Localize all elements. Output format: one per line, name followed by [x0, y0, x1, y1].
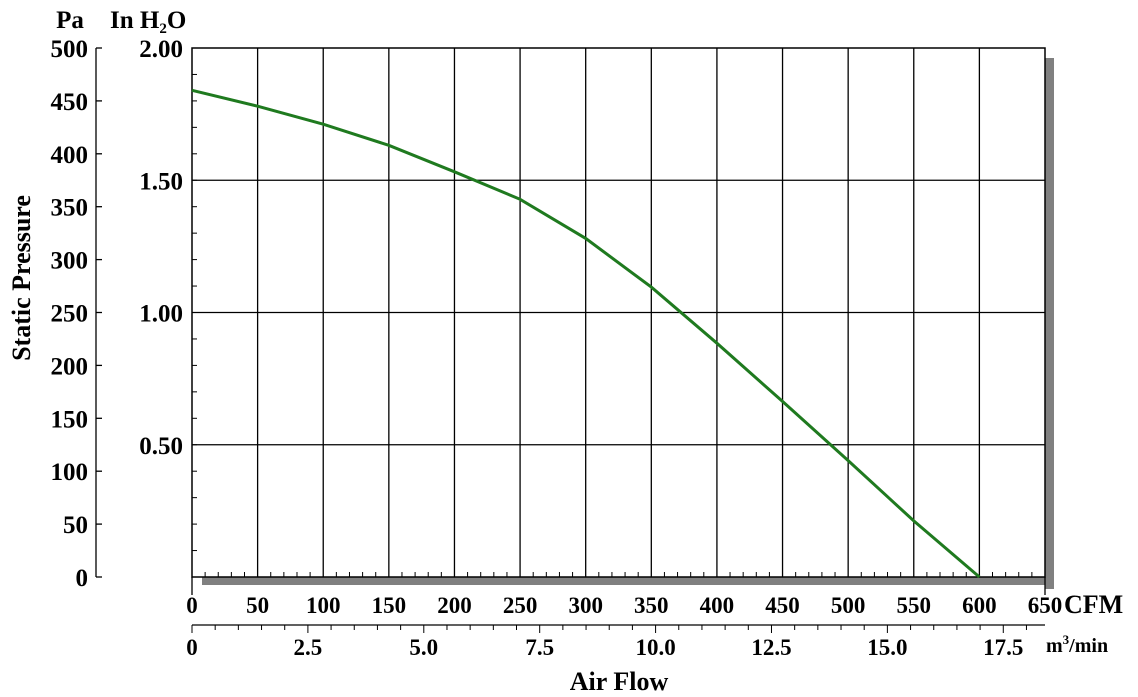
pa-tick-label: 100 — [51, 459, 89, 486]
inh2o-tick-label: 2.00 — [139, 36, 183, 63]
pa-tick-label: 0 — [76, 565, 89, 592]
inh2o-tick-label: 1.00 — [139, 301, 183, 328]
tick-labels: 0501001502002503003504004505000.501.001.… — [51, 36, 1063, 660]
pressure-curve — [191, 88, 981, 579]
cfm-tick-label: 600 — [962, 593, 997, 618]
pa-tick-label: 450 — [51, 89, 89, 116]
x-axis-title: Air Flow — [570, 667, 669, 696]
cfm-tick-label: 650 — [1028, 593, 1063, 618]
axis-ticks — [95, 47, 1046, 633]
inh2o-sub: 2 — [159, 21, 167, 37]
cfm-tick-label: 350 — [634, 593, 669, 618]
cfm-tick-label: 0 — [186, 593, 198, 618]
cfm-tick-label: 500 — [831, 593, 866, 618]
pa-tick-label: 50 — [63, 512, 88, 539]
inh2o-tick-label: 1.50 — [139, 168, 183, 195]
inh2o-main: In H — [110, 7, 160, 34]
m3-tick-label: 5.0 — [409, 635, 438, 660]
m3-tick-label: 17.5 — [983, 635, 1023, 660]
cfm-tick-label: 450 — [765, 593, 800, 618]
m3-tick-label: 12.5 — [751, 635, 791, 660]
m3min-unit-label: m3/min — [1046, 632, 1108, 657]
m3-tick-label: 0 — [186, 635, 198, 660]
pa-tick-label: 350 — [51, 195, 89, 222]
cfm-unit-label: CFM — [1064, 590, 1123, 619]
inh2o-unit-label: In H2O — [110, 7, 186, 37]
shadow-right — [1045, 58, 1054, 589]
cfm-tick-label: 50 — [246, 593, 269, 618]
pa-unit-label: Pa — [56, 7, 84, 34]
m3-tick-label: 7.5 — [525, 635, 554, 660]
plot-shadow — [202, 58, 1054, 589]
cfm-tick-label: 300 — [568, 593, 603, 618]
cfm-tick-label: 550 — [897, 593, 932, 618]
pa-tick-label: 500 — [51, 36, 89, 63]
shadow-bottom — [202, 577, 1054, 585]
cfm-tick-label: 200 — [437, 593, 472, 618]
m3-sup: 3 — [1063, 632, 1070, 647]
pa-tick-label: 400 — [51, 142, 89, 169]
m3-tick-label: 10.0 — [635, 635, 675, 660]
cfm-tick-label: 400 — [700, 593, 735, 618]
pa-tick-label: 300 — [51, 248, 89, 275]
m3-tick-label: 15.0 — [867, 635, 907, 660]
m3-end: /min — [1068, 635, 1108, 657]
m3-tick-label: 2.5 — [294, 635, 323, 660]
m3-main: m — [1046, 635, 1063, 657]
pa-tick-label: 150 — [51, 406, 89, 433]
cfm-tick-label: 250 — [503, 593, 538, 618]
pa-tick-label: 250 — [51, 301, 89, 328]
cfm-tick-label: 100 — [306, 593, 341, 618]
inh2o-tick-label: 0.50 — [139, 433, 183, 460]
inh2o-end: O — [167, 7, 186, 34]
grid — [191, 47, 1046, 578]
cfm-tick-label: 150 — [372, 593, 407, 618]
pa-tick-label: 200 — [51, 353, 89, 380]
y-axis-title: Static Pressure — [7, 195, 36, 361]
